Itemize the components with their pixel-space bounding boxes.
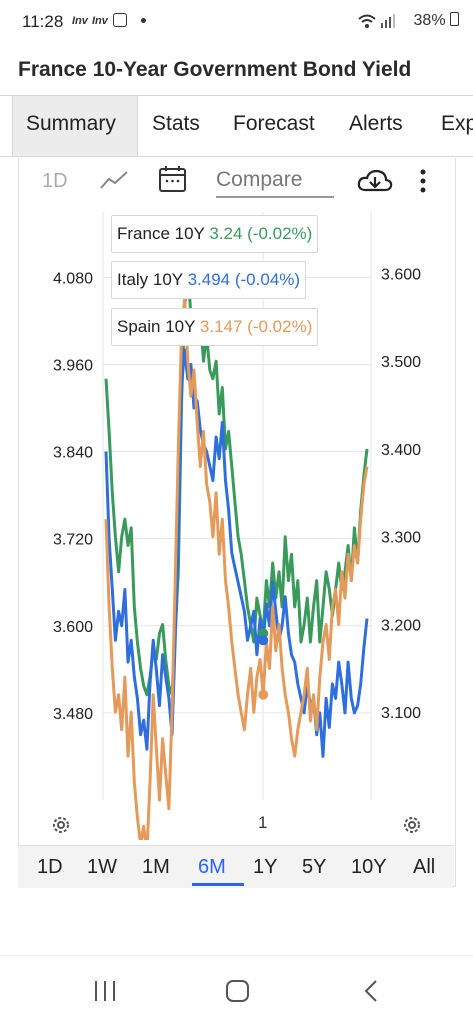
series-line-spain-10y xyxy=(104,298,369,840)
legend-spain-value: 3.147 xyxy=(199,317,243,336)
cloud-download-icon[interactable] xyxy=(357,168,393,194)
tab-summary-bg xyxy=(12,96,138,156)
home-icon[interactable] xyxy=(224,978,252,1004)
period-6m[interactable]: 6M xyxy=(198,856,226,878)
left-axis-tick-label: 3.720 xyxy=(53,532,93,549)
left-axis-tick-label: 3.600 xyxy=(53,619,93,636)
interval-selector[interactable]: 1D xyxy=(42,170,68,192)
x-axis-label: 1 xyxy=(258,813,268,832)
series-line-italy-10y xyxy=(104,348,369,758)
right-axis-tick-label: 3.300 xyxy=(381,530,421,547)
legend-france-value: 3.24 xyxy=(209,224,243,243)
tabs-divider xyxy=(0,156,473,157)
right-axis-tick-label: 3.600 xyxy=(381,266,421,283)
tab-alerts[interactable]: Alerts xyxy=(349,112,403,135)
right-axis-tick-label: 3.400 xyxy=(381,442,421,459)
recent-apps-icon[interactable] xyxy=(92,979,120,1003)
wifi-signal-icon xyxy=(358,14,395,28)
status-bar: 11:28 Inv Inv 38% xyxy=(0,0,473,40)
compare-input[interactable]: Compare xyxy=(216,168,334,198)
legend-item-spain: Spain 10Y 3.147 (-0.02%) xyxy=(111,308,319,346)
battery-icon xyxy=(450,12,459,26)
legend-france-change: (-0.02%) xyxy=(247,224,313,243)
period-10y[interactable]: 10Y xyxy=(351,856,387,878)
left-axis-tick-label: 4.080 xyxy=(53,270,93,287)
period-all[interactable]: All xyxy=(413,856,436,878)
series-marker xyxy=(258,635,269,646)
period-1y[interactable]: 1Y xyxy=(253,856,278,878)
investing-app-icon: Inv xyxy=(92,15,108,27)
right-axis-tick-label: 3.500 xyxy=(381,354,421,371)
period-1d[interactable]: 1D xyxy=(37,856,63,878)
right-axis-tick-label: 3.100 xyxy=(381,705,421,722)
tab-export[interactable]: Exp xyxy=(441,112,473,135)
left-axis-tick-label: 3.960 xyxy=(53,357,93,374)
left-axis-settings-gear-icon[interactable] xyxy=(49,813,73,837)
series-marker xyxy=(258,689,269,700)
legend-italy-value: 3.494 xyxy=(187,270,231,289)
period-active-indicator xyxy=(192,883,244,886)
series-marker xyxy=(258,628,269,639)
left-axis-tick-label: 3.480 xyxy=(53,706,93,723)
period-5y[interactable]: 5Y xyxy=(302,856,327,878)
legend-spain-name: Spain 10Y xyxy=(117,317,196,336)
more-options-icon[interactable] xyxy=(418,168,428,196)
calendar-icon[interactable] xyxy=(158,164,188,194)
instagram-icon xyxy=(113,13,127,27)
legend-spain-change: (-0.02%) xyxy=(247,317,313,336)
status-time: 11:28 xyxy=(22,12,64,31)
right-axis-settings-gear-icon[interactable] xyxy=(400,813,424,837)
period-1m[interactable]: 1M xyxy=(142,856,170,878)
tab-stats[interactable]: Stats xyxy=(152,112,200,135)
battery-text: 38% xyxy=(413,12,446,29)
notification-dot-icon xyxy=(141,18,146,23)
tab-forecast[interactable]: Forecast xyxy=(233,112,315,135)
legend-italy-change: (-0.04%) xyxy=(234,270,301,289)
legend-item-italy: Italy 10Y 3.494 (-0.04%) xyxy=(111,261,307,299)
tab-summary[interactable]: Summary xyxy=(26,112,116,135)
back-icon[interactable] xyxy=(361,978,381,1004)
period-selector-bar xyxy=(18,845,454,888)
period-1w[interactable]: 1W xyxy=(87,856,117,878)
system-nav-bar xyxy=(0,955,473,1025)
header-divider xyxy=(0,95,473,96)
page-title: France 10-Year Government Bond Yield xyxy=(18,58,412,81)
line-chart-type-icon[interactable] xyxy=(99,168,129,192)
legend-italy-name: Italy 10Y xyxy=(117,270,183,289)
legend-item-france: France 10Y 3.24 (-0.02%) xyxy=(111,215,319,253)
legend-france-name: France 10Y xyxy=(117,224,205,243)
battery-level: 38% xyxy=(414,12,459,30)
left-axis-tick-label: 3.840 xyxy=(53,445,93,462)
investing-app-icon: Inv xyxy=(72,15,88,27)
right-axis-tick-label: 3.200 xyxy=(381,617,421,634)
